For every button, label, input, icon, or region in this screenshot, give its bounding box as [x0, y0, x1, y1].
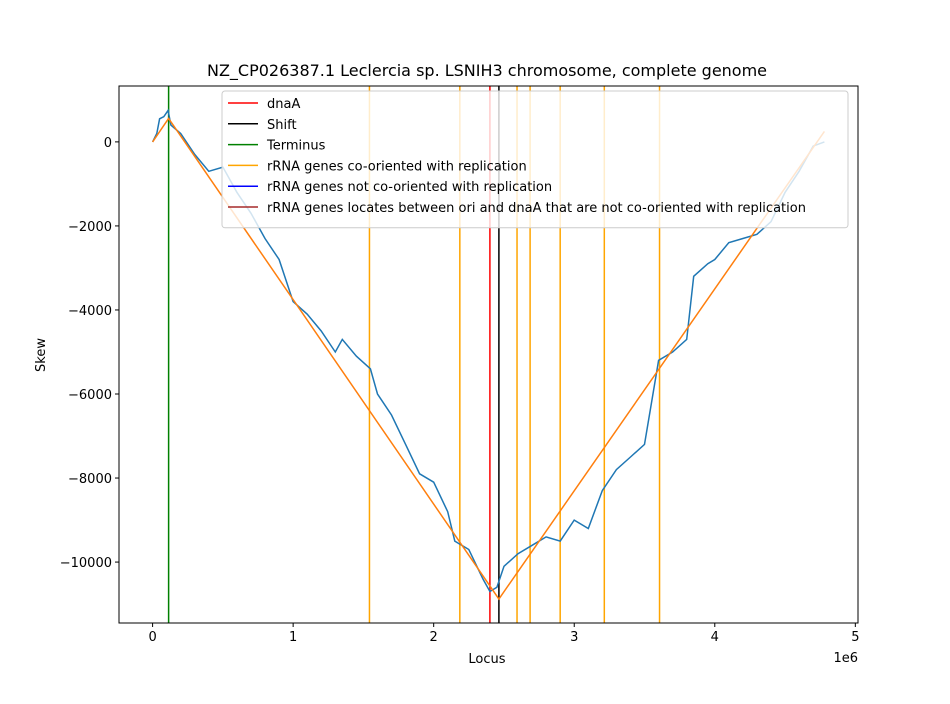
x-axis-label: Locus — [468, 652, 505, 667]
legend-label: Shift — [267, 118, 297, 133]
x-offset-label: 1e6 — [833, 651, 858, 666]
y-tick-label: −8000 — [68, 472, 112, 487]
legend-box — [221, 90, 849, 229]
y-tick-label: −4000 — [68, 304, 112, 319]
plot-frame — [118, 85, 859, 624]
x-tick-label: 3 — [570, 630, 578, 645]
x-tick-label: 1 — [289, 630, 297, 645]
x-tick-label: 2 — [430, 630, 438, 645]
x-tick-label: 4 — [711, 630, 719, 645]
legend-label: dnaA — [267, 97, 300, 112]
legend-label: Terminus — [266, 139, 326, 154]
data-line — [151, 117, 826, 601]
x-tick-label: 5 — [851, 630, 859, 645]
legend-label: rRNA genes locates between ori and dnaA … — [267, 201, 806, 216]
legend-label: rRNA genes not co-oriented with replicat… — [267, 180, 552, 195]
y-tick-label: −10000 — [60, 556, 112, 571]
legend-label: rRNA genes co-oriented with replication — [267, 159, 527, 174]
chart-title: NZ_CP026387.1 Leclercia sp. LSNIH3 chrom… — [207, 61, 767, 81]
y-tick-label: 0 — [104, 136, 112, 151]
y-tick-label: −2000 — [68, 220, 112, 235]
plot-area — [151, 86, 826, 623]
y-axis-label: Skew — [34, 338, 49, 372]
y-tick-label: −6000 — [68, 388, 112, 403]
x-tick-label: 0 — [148, 630, 156, 645]
